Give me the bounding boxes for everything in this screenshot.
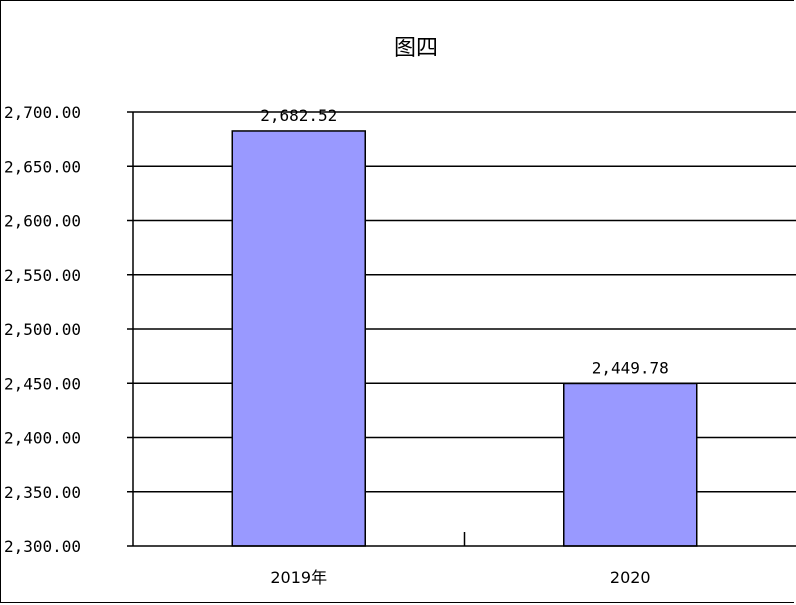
y-tick-label: 2,500.00	[4, 320, 81, 339]
y-tick-label: 2,300.00	[4, 537, 81, 556]
bars: 2,682.52 2,449.78	[231, 106, 698, 547]
y-tick-label: 2,650.00	[4, 157, 81, 176]
y-tick-label: 2,350.00	[4, 483, 81, 502]
axes	[132, 112, 796, 547]
y-tick-label: 2,700.00	[4, 103, 81, 122]
x-category-label: 2019年	[270, 568, 327, 587]
y-tick-label: 2,450.00	[4, 374, 81, 393]
bar	[231, 130, 366, 547]
x-axis-category-labels: 2019年 2020	[270, 568, 650, 587]
y-axis-tick-labels: 2,300.00 2,350.00 2,400.00 2,450.00 2,500.00…	[4, 103, 81, 556]
y-tick-label: 2,400.00	[4, 429, 81, 448]
bar	[563, 382, 698, 547]
data-label: 2,449.78	[592, 358, 669, 377]
x-category-label: 2020	[610, 568, 651, 587]
y-tick-label: 2,550.00	[4, 266, 81, 285]
data-label: 2,682.52	[260, 106, 337, 125]
chart-title: 图四	[394, 36, 438, 61]
y-tick-label: 2,600.00	[4, 212, 81, 231]
